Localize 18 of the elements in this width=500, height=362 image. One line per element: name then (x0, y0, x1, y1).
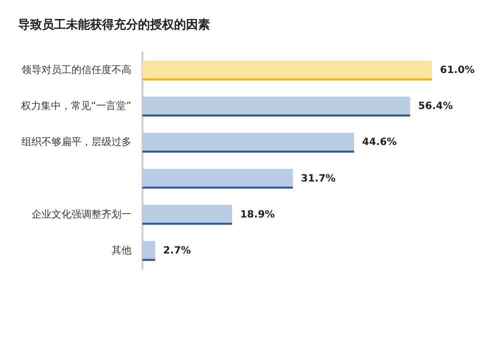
y-tick-label: 企业文化强调整齐划一 (31, 208, 132, 220)
bar (142, 168, 293, 189)
data-label: 31.7% (300, 173, 336, 184)
y-tick-label: 权力集中，常见“一言堂” (20, 100, 132, 112)
data-label: 61.0% (440, 65, 475, 76)
bar (142, 60, 432, 80)
chart-title: 导致员工未能获得充分的授权的因素 (18, 17, 210, 32)
y-tick-label: 领导对员工的信任度不高 (21, 64, 132, 76)
bar (142, 96, 410, 116)
y-tick-label: 其他 (111, 244, 132, 257)
data-label: 2.7% (163, 246, 191, 257)
bar (142, 132, 354, 153)
bar (142, 241, 156, 261)
data-label: 56.4% (418, 101, 453, 112)
data-label: 18.9% (240, 209, 275, 220)
data-label: 44.6% (362, 137, 397, 148)
y-tick-label: 组织不够扁平，层级过多 (21, 136, 132, 148)
bar (142, 204, 232, 225)
